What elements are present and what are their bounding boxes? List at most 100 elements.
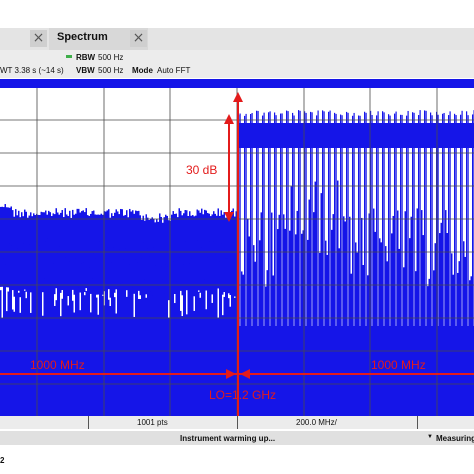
trace-fill-left [225, 258, 227, 326]
trace-fill-right [325, 240, 327, 326]
trace-segment-left [91, 211, 93, 292]
trace-fill-left [51, 252, 53, 326]
trace-fill-left [177, 260, 179, 326]
trace-segment-left [88, 215, 90, 296]
trace-segment-left [162, 222, 164, 303]
close-tab-icon[interactable]: × [30, 30, 47, 47]
trace-fill-left [43, 278, 45, 326]
trace-fill-left [213, 241, 215, 326]
annotations: 30 dB 1000 MHz 1000 MHz LO=1.2 GHz [0, 92, 474, 416]
tab-spectrum[interactable]: Spectrum [49, 28, 148, 50]
trace-segment-left [76, 208, 78, 289]
trace-fill-left [15, 252, 17, 326]
trace-segment-left [139, 215, 141, 296]
trace-fill-right [434, 243, 436, 326]
measuring-dropdown-icon[interactable]: ▼ [427, 434, 433, 440]
trace-fill-left [18, 292, 20, 326]
trace-fill-right [272, 275, 274, 326]
trace-fill-left [85, 290, 87, 326]
trace-fill-left [156, 294, 158, 326]
trace-fill-right [410, 216, 412, 326]
trace-fill-left [147, 248, 149, 326]
trace-fill-right [332, 214, 334, 326]
trace-fill-right [331, 229, 333, 326]
trace-fill-left [138, 298, 140, 326]
comb-line [359, 115, 361, 327]
trace-fill-right [338, 248, 340, 326]
trace-fill-right [380, 242, 382, 326]
trace-segment-left [150, 218, 152, 299]
trace-segment-left [177, 217, 179, 298]
trace-fill-right [403, 267, 405, 326]
trace-fill-right [469, 280, 471, 326]
trace-segment-left [24, 209, 26, 290]
trace-fill-left [4, 264, 6, 326]
trace-segment-left [1, 206, 3, 287]
comb-line [275, 115, 277, 326]
trace-fill-left [145, 297, 147, 326]
trace-fill-left [16, 248, 18, 326]
trace-fill-left [171, 264, 173, 326]
trace-fill-left [45, 241, 47, 326]
comb-line [455, 115, 457, 326]
trace-fill-left [6, 311, 8, 326]
trace-fill-left [201, 247, 203, 326]
trace-fill-right [253, 245, 255, 326]
trace-segment-left [111, 213, 113, 294]
trace-fill-left [189, 263, 191, 326]
trace-fill-left [30, 312, 32, 326]
comb-line [454, 113, 456, 327]
trace-fill-right [355, 242, 357, 326]
trace-segment-left [94, 214, 96, 295]
trace-fill-left [39, 245, 41, 326]
trace-fill-left [163, 293, 165, 326]
trace-fill-right [289, 230, 291, 326]
trace-fill-right [271, 212, 273, 326]
comb-line [424, 110, 426, 326]
comb-line [257, 110, 259, 326]
status-message: Instrument warming up... [180, 434, 276, 443]
trace-segment-left [198, 210, 200, 291]
trace-fill-left [175, 281, 177, 326]
trace-fill-left [136, 262, 138, 326]
comb-line [442, 113, 444, 326]
trace-fill-left [162, 279, 164, 326]
trace-fill-right [421, 210, 423, 326]
header-separator [0, 79, 474, 88]
trace-fill-left [19, 312, 21, 326]
close-spectrum-tab-icon[interactable]: × [130, 30, 147, 47]
trace-fill-left [210, 295, 212, 326]
trace-fill-left [228, 298, 230, 326]
trace-segment-left [178, 208, 180, 289]
trace-segment-left [183, 213, 185, 294]
trace-fill-left [40, 250, 42, 326]
rbw-label: RBW [76, 53, 96, 62]
trace-segment-left [6, 207, 8, 288]
comb-line [299, 110, 301, 326]
trace-fill-left [57, 253, 59, 326]
trace-segment-left [226, 212, 228, 293]
trace-segment-left [166, 215, 168, 296]
trace-fill-left [31, 290, 33, 326]
trace-segment-left [234, 216, 236, 297]
trace-fill-left [82, 262, 84, 326]
trace-segment-left [66, 214, 68, 295]
comb-line [419, 110, 421, 326]
trace-segment-left [90, 213, 92, 294]
trace-segment-left [205, 210, 207, 291]
trace-fill-left [46, 238, 48, 326]
trace-fill-right [350, 273, 352, 326]
trace-segment-left [222, 214, 224, 295]
trace-fill-left [165, 264, 167, 326]
trace-fill-left [97, 314, 99, 326]
spectrum-plot[interactable]: 30 dB 1000 MHz 1000 MHz LO=1.2 GHz [0, 88, 474, 416]
trace-segment-left [189, 211, 191, 292]
comb-line [413, 112, 415, 326]
trace-fill-right [368, 213, 370, 326]
trace-fill-right [440, 222, 442, 326]
trace-fill-left [34, 241, 36, 326]
trace-fill-left [87, 262, 89, 326]
trace-segment-left [85, 208, 87, 289]
trace-fill-left [141, 258, 143, 326]
trace-fill-left [160, 266, 162, 326]
